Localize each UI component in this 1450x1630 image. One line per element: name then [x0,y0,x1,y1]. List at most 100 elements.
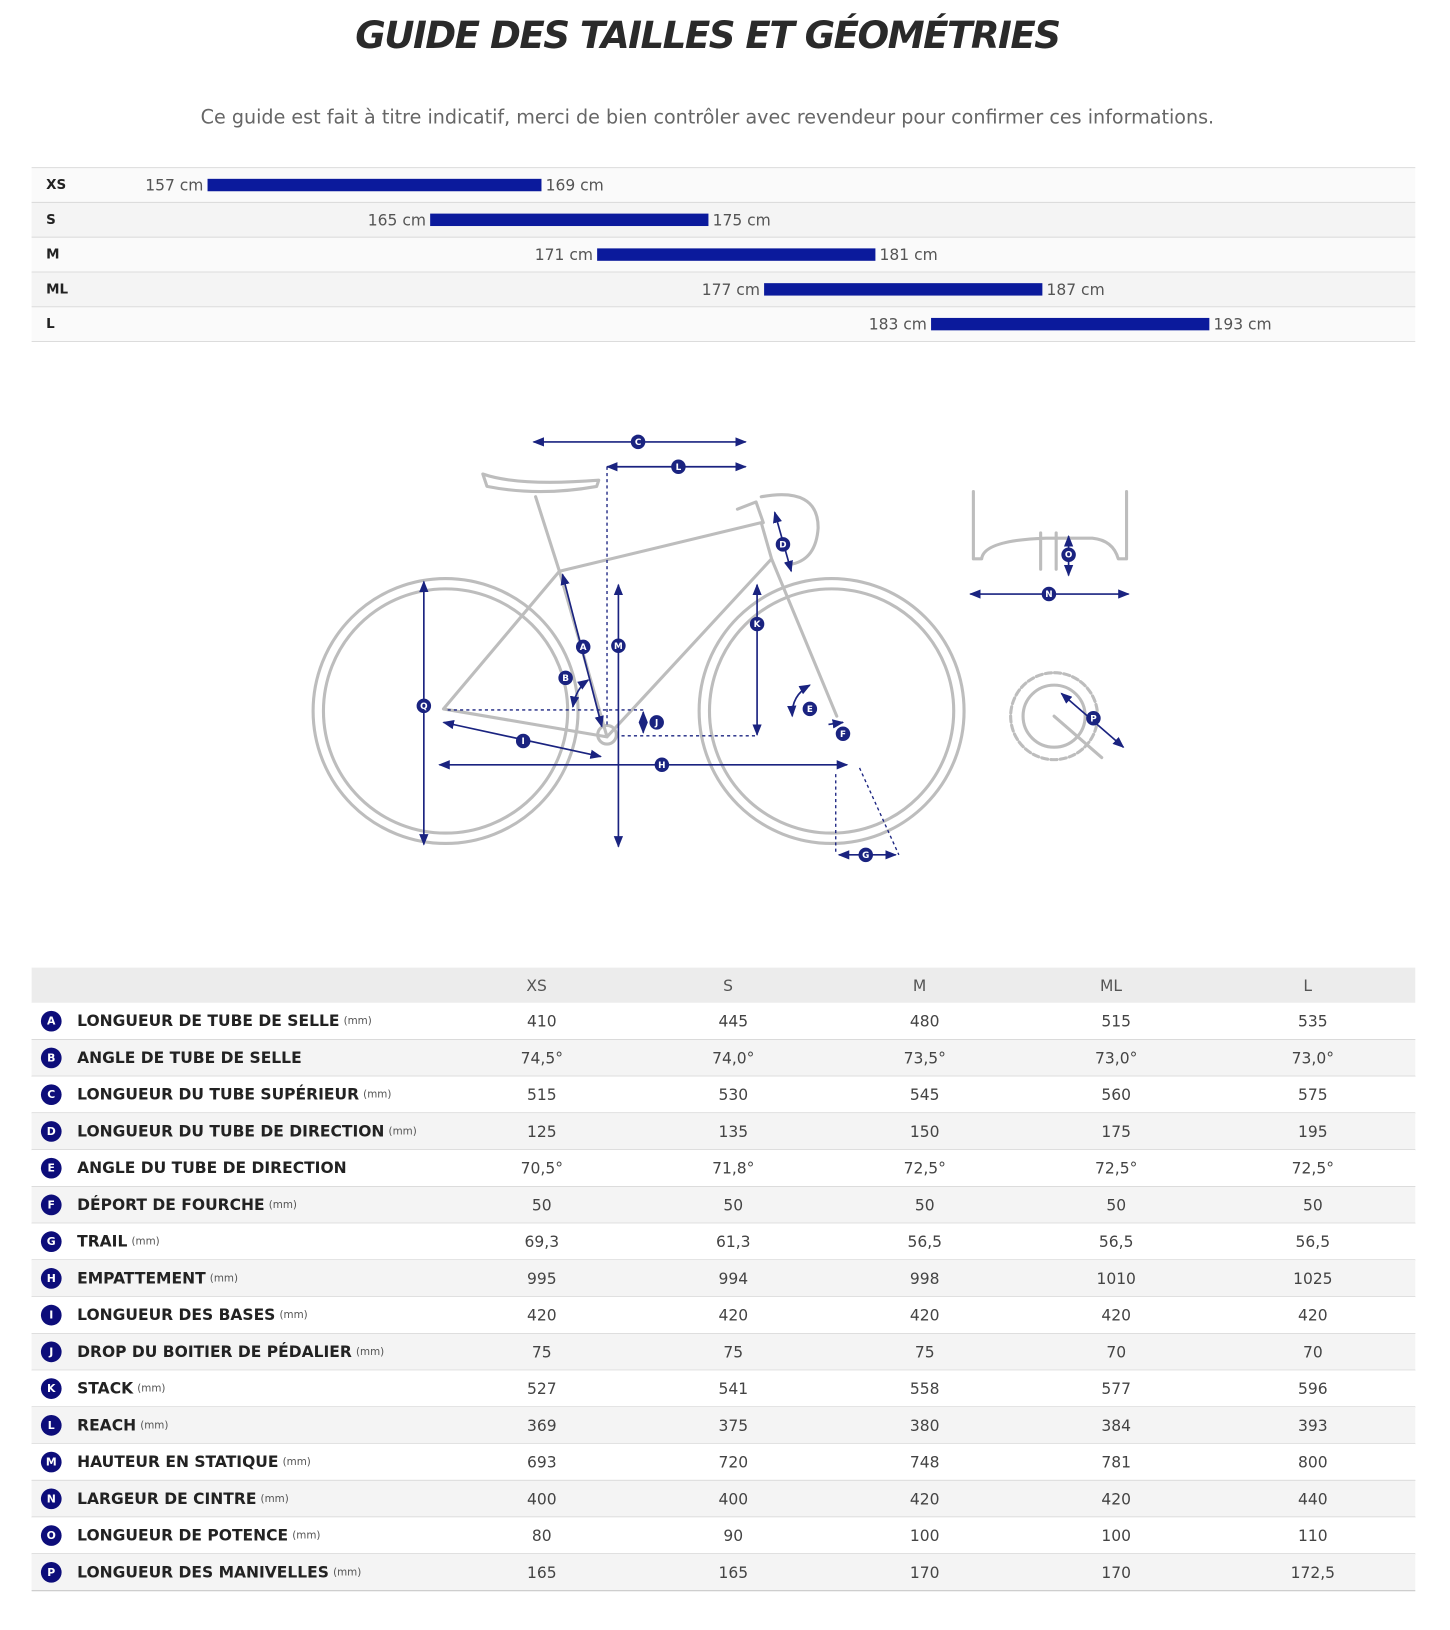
letter-badge [40,1525,62,1546]
diagram-label: O [1065,551,1073,561]
letter-badge [40,1451,62,1473]
letter-badge [40,1378,62,1399]
cell-value: 69,3 [525,1233,560,1251]
cell-value: 420 [718,1307,748,1325]
cell-value: 400 [527,1490,557,1508]
cell-value: 515 [1101,1013,1131,1031]
cell-value: 73,0° [1095,1049,1137,1067]
letter-badge [40,1231,62,1252]
row-title: LONGUEUR DES MANIVELLES [77,1563,329,1581]
row-name: DROP DU BOITIER DE PÉDALIER (mm) [77,1341,384,1360]
row-name: LONGUEUR DES MANIVELLES (mm) [77,1563,361,1581]
row-unit: (mm) [131,1236,159,1248]
column-header: XS [526,977,546,995]
cell-value: 577 [1101,1380,1131,1398]
cell-value: 998 [910,1270,940,1288]
cell-value: 135 [718,1123,748,1141]
cell-value: 575 [1298,1086,1328,1104]
row-unit: (mm) [261,1493,289,1505]
label-badge [575,639,591,655]
row-letter: F [48,1198,55,1211]
cell-value: 420 [910,1307,940,1325]
row-name: ANGLE DE TUBE DE SELLE [77,1048,302,1066]
table-row [31,1333,1416,1371]
letter-badge [40,1121,62,1142]
cell-value: 61,3 [716,1233,751,1251]
diagram-label: P [1090,714,1097,724]
diagram-label: C [635,438,641,448]
cell-value: 100 [910,1527,940,1545]
cell-value: 72,5° [904,1160,946,1178]
row-unit: (mm) [283,1456,311,1468]
column-header: L [1303,977,1312,995]
row-letter: O [47,1529,56,1542]
table-row [31,1517,1416,1554]
cell-value: 748 [910,1454,940,1472]
page-title: GUIDE DES TAILLES ET GÉOMÉTRIES [355,13,1059,57]
cell-value: 560 [1101,1086,1131,1104]
cell-value: 56,5 [907,1233,942,1251]
label-badge [649,715,664,730]
cell-value: 800 [1298,1454,1328,1472]
row-title: REACH [77,1416,136,1434]
label-badge [749,616,765,632]
cell-value: 369 [527,1417,557,1435]
row-letter: M [46,1456,57,1469]
row-letter: D [47,1125,56,1138]
row-title: LONGUEUR DES BASES [77,1306,275,1324]
range-to-label: 187 cm [1047,281,1105,299]
cell-value: 420 [1101,1307,1131,1325]
cell-value: 420 [1298,1307,1328,1325]
row-title: EMPATTEMENT [77,1269,206,1287]
cell-value: 420 [527,1307,557,1325]
row-name: EMPATTEMENT (mm) [77,1269,238,1287]
cell-value: 50 [1303,1196,1323,1214]
row-title: LONGUEUR DU TUBE DE DIRECTION [77,1122,384,1140]
cell-value: 420 [910,1490,940,1508]
cell-value: 558 [910,1380,940,1398]
row-letter: K [47,1382,56,1395]
row-letter: P [47,1566,55,1579]
row-name: DÉPORT DE FOURCHE (mm) [77,1194,297,1213]
table-row [31,1406,1416,1444]
row-title: ANGLE DU TUBE DE DIRECTION [77,1159,347,1177]
bike-frame [441,521,839,739]
label-badge [775,537,791,552]
cell-value: 384 [1101,1417,1131,1435]
size-range-bar [430,213,709,227]
range-to-label: 193 cm [1213,316,1271,334]
label-badge [802,701,818,717]
row-name: REACH (mm) [77,1416,168,1434]
range-from-label: 157 cm [145,177,203,195]
label-badge [558,670,573,686]
row-title: LARGEUR DE CINTRE [77,1489,256,1507]
diagram-label: A [580,643,587,653]
diagram-label: I [522,737,525,747]
cell-value: 720 [718,1454,748,1472]
row-unit: (mm) [280,1309,308,1321]
cell-value: 75 [532,1343,552,1361]
cell-value: 380 [910,1417,940,1435]
row-name: STACK (mm) [77,1379,165,1397]
cell-value: 480 [910,1013,940,1031]
size-label: M [46,248,59,263]
label-badge [858,847,873,863]
size-guide: XS 157 cm 169 cm S 165 cm 175 cm M 171 cm 181 cm… [31,167,1416,343]
front-rim [707,587,956,835]
cell-value: 150 [910,1123,940,1141]
cell-value: 71,8° [712,1160,754,1178]
cell-value: 70,5° [521,1160,563,1178]
handlebar-front [971,490,1129,571]
cell-value: 440 [1298,1490,1328,1508]
cell-value: 175 [1101,1123,1131,1141]
letter-badge [40,1414,62,1436]
size-row [31,202,1416,238]
label-badge [1041,586,1057,602]
label-badge [835,726,851,742]
cell-value: 50 [1106,1196,1126,1214]
row-letter: L [48,1419,55,1432]
letter-badge [40,1561,62,1583]
row-title: LONGUEUR DU TUBE SUPÉRIEUR [77,1084,359,1103]
